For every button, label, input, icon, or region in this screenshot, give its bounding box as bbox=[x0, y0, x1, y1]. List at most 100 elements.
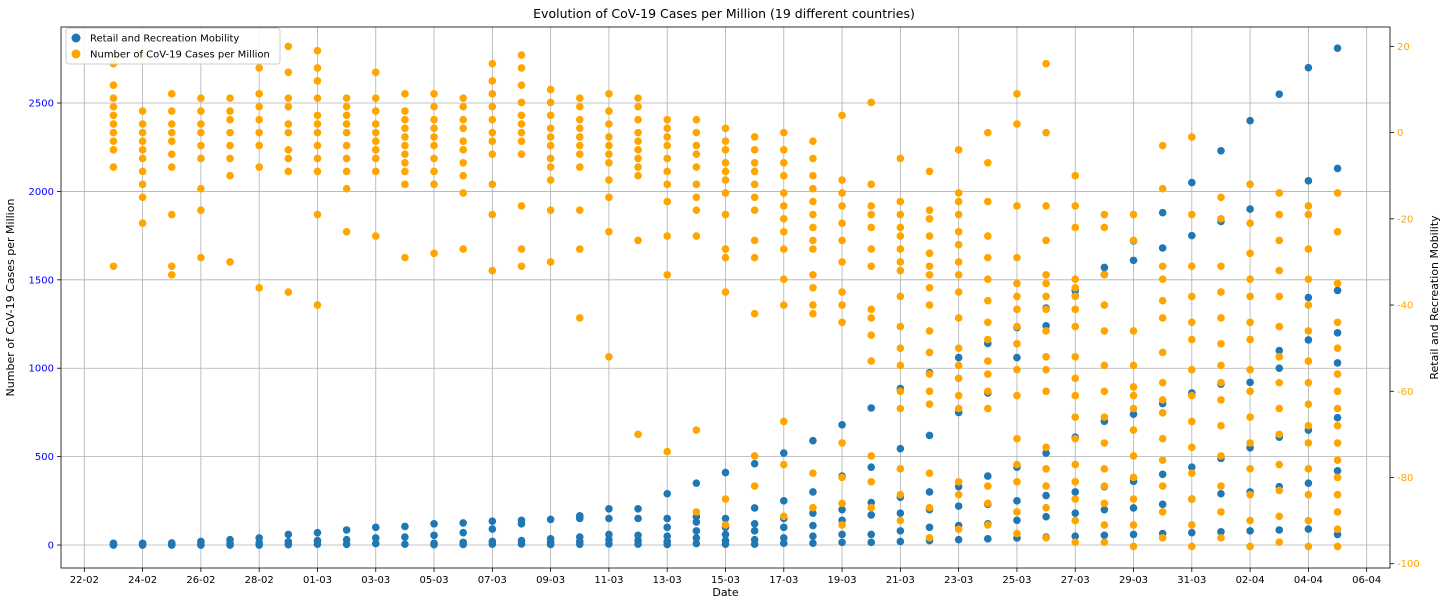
x-tick-label: 06-04 bbox=[1352, 575, 1381, 586]
data-point-orange bbox=[1071, 305, 1080, 314]
data-point-orange bbox=[838, 499, 846, 508]
data-point-blue bbox=[401, 533, 409, 541]
data-point-orange bbox=[721, 189, 730, 197]
x-tick-label: 17-03 bbox=[769, 575, 798, 586]
data-point-blue bbox=[984, 535, 992, 543]
x-tick-label: 31-03 bbox=[1177, 575, 1206, 586]
data-point-orange bbox=[1042, 279, 1050, 288]
data-point-orange bbox=[1158, 184, 1167, 193]
data-point-orange bbox=[371, 232, 380, 240]
data-point-blue bbox=[750, 540, 759, 548]
data-point-orange bbox=[167, 107, 176, 115]
data-point-orange bbox=[167, 210, 176, 219]
data-point-orange bbox=[1275, 538, 1284, 546]
data-point-orange bbox=[838, 111, 846, 120]
data-point-orange bbox=[1217, 288, 1225, 296]
data-point-orange bbox=[984, 197, 992, 206]
y-right-tick-label: -20 bbox=[1397, 214, 1413, 225]
data-point-orange bbox=[809, 154, 817, 163]
data-point-blue bbox=[401, 522, 409, 531]
data-point-orange bbox=[692, 180, 701, 189]
data-point-orange bbox=[925, 400, 934, 408]
data-point-orange bbox=[779, 275, 788, 283]
data-point-orange bbox=[1246, 249, 1254, 258]
data-point-orange bbox=[779, 189, 788, 197]
data-point-orange bbox=[284, 167, 293, 176]
data-point-orange bbox=[1071, 292, 1080, 301]
data-point-blue bbox=[1275, 526, 1284, 534]
data-point-orange bbox=[750, 193, 759, 202]
data-point-orange bbox=[1246, 219, 1254, 227]
data-point-orange bbox=[1304, 301, 1313, 309]
data-point-orange bbox=[838, 219, 846, 227]
data-point-orange bbox=[896, 516, 905, 525]
data-point-orange bbox=[109, 120, 118, 128]
data-point-orange bbox=[459, 189, 467, 197]
data-point-orange bbox=[1275, 430, 1284, 439]
data-point-orange bbox=[167, 163, 176, 171]
data-point-orange bbox=[954, 314, 963, 322]
data-point-orange bbox=[517, 111, 526, 120]
data-point-orange bbox=[430, 154, 438, 163]
data-point-orange bbox=[721, 521, 730, 529]
chart-title: Evolution of CoV-19 Cases per Million (1… bbox=[533, 6, 915, 21]
data-point-blue bbox=[1304, 479, 1313, 487]
data-point-orange bbox=[984, 318, 992, 327]
data-point-orange bbox=[984, 158, 992, 167]
x-tick-label: 22-02 bbox=[70, 575, 99, 586]
data-point-blue bbox=[867, 511, 876, 519]
x-axis-label: Date bbox=[712, 586, 739, 599]
data-point-orange bbox=[1042, 387, 1050, 396]
data-point-orange bbox=[546, 206, 555, 215]
data-point-orange bbox=[692, 141, 701, 150]
data-point-orange bbox=[430, 133, 438, 141]
data-point-orange bbox=[401, 141, 409, 150]
data-point-orange bbox=[167, 90, 176, 98]
data-point-orange bbox=[634, 430, 642, 439]
data-point-orange bbox=[575, 102, 584, 111]
data-point-orange bbox=[546, 133, 555, 141]
data-point-orange bbox=[896, 292, 905, 301]
data-point-orange bbox=[1071, 434, 1080, 443]
data-point-blue bbox=[750, 520, 759, 528]
data-point-orange bbox=[721, 288, 730, 296]
data-point-orange bbox=[1013, 460, 1021, 469]
data-point-orange bbox=[1188, 365, 1196, 374]
data-point-orange bbox=[925, 271, 934, 279]
data-point-orange bbox=[313, 301, 322, 309]
data-point-blue bbox=[867, 404, 876, 412]
data-point-blue bbox=[809, 539, 817, 548]
data-point-orange bbox=[1217, 452, 1225, 460]
data-point-orange bbox=[954, 258, 963, 266]
data-point-orange bbox=[867, 477, 876, 486]
data-point-orange bbox=[809, 301, 817, 309]
data-point-orange bbox=[925, 503, 934, 512]
y-left-tick-label: 500 bbox=[35, 452, 54, 463]
data-point-blue bbox=[954, 535, 963, 544]
data-point-blue bbox=[1158, 208, 1167, 217]
data-point-orange bbox=[517, 137, 526, 146]
data-point-blue bbox=[692, 527, 701, 535]
data-point-orange bbox=[838, 258, 846, 266]
data-point-orange bbox=[925, 348, 934, 357]
data-point-orange bbox=[517, 245, 526, 253]
data-point-blue bbox=[1013, 516, 1021, 525]
x-tick-label: 23-03 bbox=[944, 575, 973, 586]
data-point-orange bbox=[925, 387, 934, 396]
data-point-orange bbox=[663, 141, 672, 150]
data-point-orange bbox=[779, 202, 788, 210]
data-point-orange bbox=[896, 361, 905, 370]
data-point-orange bbox=[867, 314, 876, 322]
data-point-orange bbox=[1013, 305, 1021, 314]
data-point-blue bbox=[896, 537, 905, 546]
data-point-orange bbox=[896, 404, 905, 413]
data-point-orange bbox=[1100, 210, 1109, 219]
data-point-orange bbox=[1275, 486, 1284, 495]
data-point-orange bbox=[663, 197, 672, 206]
data-point-orange bbox=[867, 503, 876, 512]
data-point-orange bbox=[1013, 202, 1021, 210]
data-point-orange bbox=[634, 236, 642, 245]
data-point-orange bbox=[1013, 279, 1021, 288]
x-tick-label: 28-02 bbox=[245, 575, 274, 586]
data-point-orange bbox=[371, 137, 380, 146]
